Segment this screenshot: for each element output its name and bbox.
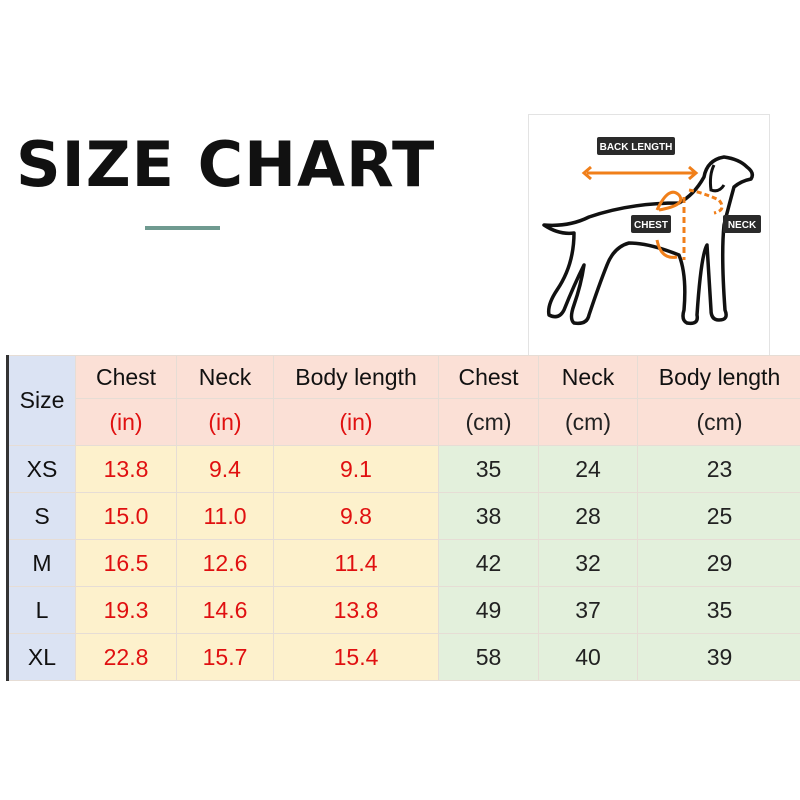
value-cell: 28: [538, 492, 638, 540]
table-row: S 15.0 11.0 9.8 38 28 25: [7, 492, 800, 540]
value-cell: 29: [637, 539, 800, 587]
header-chest-in: Chest: [75, 355, 177, 399]
value-cell: 9.4: [176, 445, 274, 493]
value-cell: 39: [637, 633, 800, 681]
value-cell: 58: [438, 633, 539, 681]
table-row: XL 22.8 15.7 15.4 58 40 39: [7, 633, 800, 681]
value-cell: 23: [637, 445, 800, 493]
value-cell: 19.3: [75, 586, 177, 634]
size-table: Size Chest Neck Body length Chest Neck B…: [6, 355, 800, 681]
header-body-in: Body length: [273, 355, 439, 399]
value-cell: 15.4: [273, 633, 439, 681]
size-header: Size: [7, 355, 76, 446]
value-cell: 40: [538, 633, 638, 681]
value-cell: 35: [438, 445, 539, 493]
unit: (cm): [637, 398, 800, 446]
value-cell: 14.6: [176, 586, 274, 634]
value-cell: 11.4: [273, 539, 439, 587]
title-underline: [145, 226, 220, 230]
value-cell: 9.8: [273, 492, 439, 540]
back-length-label: BACK LENGTH: [600, 142, 673, 153]
size-cell: XL: [7, 633, 76, 681]
unit: (in): [75, 398, 177, 446]
header-row: Size Chest Neck Body length Chest Neck B…: [7, 355, 800, 446]
size-cell: S: [7, 492, 76, 540]
size-cell: XS: [7, 445, 76, 493]
value-cell: 35: [637, 586, 800, 634]
size-cell: L: [7, 586, 76, 634]
unit: (cm): [438, 398, 539, 446]
neck-label: NECK: [728, 220, 757, 231]
page-title: SIZE CHART: [16, 128, 436, 201]
table-row: XS 13.8 9.4 9.1 35 24 23: [7, 445, 800, 493]
value-cell: 13.8: [273, 586, 439, 634]
table-row: M 16.5 12.6 11.4 42 32 29: [7, 539, 800, 587]
value-cell: 24: [538, 445, 638, 493]
header-chest-cm: Chest: [438, 355, 539, 399]
value-cell: 49: [438, 586, 539, 634]
value-cell: 12.6: [176, 539, 274, 587]
dog-icon: BACK LENGTH CHEST NECK: [542, 137, 761, 326]
value-cell: 13.8: [75, 445, 177, 493]
value-cell: 9.1: [273, 445, 439, 493]
header-neck-cm: Neck: [538, 355, 638, 399]
value-cell: 15.7: [176, 633, 274, 681]
unit: (cm): [538, 398, 638, 446]
dog-measurement-diagram: BACK LENGTH CHEST NECK: [528, 114, 770, 356]
value-cell: 22.8: [75, 633, 177, 681]
value-cell: 15.0: [75, 492, 177, 540]
unit: (in): [273, 398, 439, 446]
header-body-cm: Body length: [637, 355, 800, 399]
value-cell: 42: [438, 539, 539, 587]
value-cell: 37: [538, 586, 638, 634]
chest-label: CHEST: [634, 220, 668, 231]
unit-row: (in) (in) (in) (cm) (cm) (cm): [8, 398, 800, 446]
value-cell: 38: [438, 492, 539, 540]
table-row: L 19.3 14.6 13.8 49 37 35: [7, 586, 800, 634]
value-cell: 25: [637, 492, 800, 540]
value-cell: 32: [538, 539, 638, 587]
header-neck-in: Neck: [176, 355, 274, 399]
size-cell: M: [7, 539, 76, 587]
value-cell: 11.0: [176, 492, 274, 540]
value-cell: 16.5: [75, 539, 177, 587]
unit: (in): [176, 398, 274, 446]
